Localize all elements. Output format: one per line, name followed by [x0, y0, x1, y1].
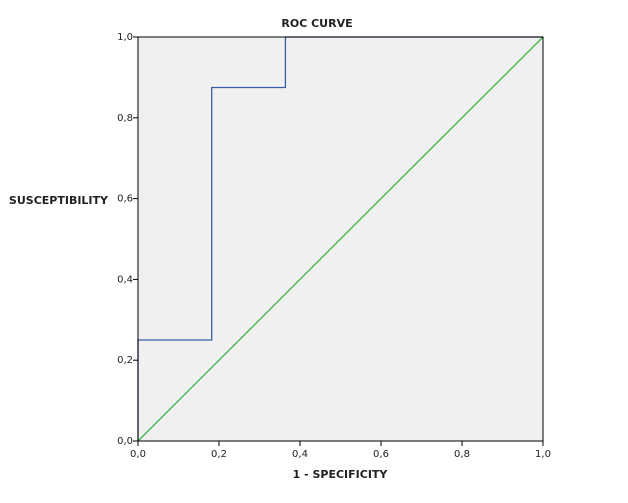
- chart-title: ROC CURVE: [281, 17, 352, 30]
- x-tick-label: 0,8: [454, 449, 470, 460]
- y-tick-label: 0,4: [117, 274, 133, 285]
- x-tick-label: 0,0: [130, 449, 146, 460]
- roc-line: [137, 36, 544, 442]
- y-axis-label: SUSCEPTIBILITY: [9, 194, 109, 207]
- y-tick-label: 0,8: [117, 113, 133, 124]
- x-tick-label: 1,0: [535, 449, 551, 460]
- x-tick-label: 0,6: [373, 449, 389, 460]
- x-axis-label: 1 - SPECIFICITY: [293, 468, 389, 481]
- plot-border: [137, 36, 544, 442]
- x-tick-label: 0,2: [211, 449, 227, 460]
- y-tick-label: 0,2: [117, 355, 133, 366]
- y-tick-label: 0,6: [117, 194, 133, 205]
- y-tick-label: 0,0: [117, 436, 133, 447]
- x-tick-label: 0,4: [292, 449, 308, 460]
- y-tick-label: 1,0: [117, 32, 133, 43]
